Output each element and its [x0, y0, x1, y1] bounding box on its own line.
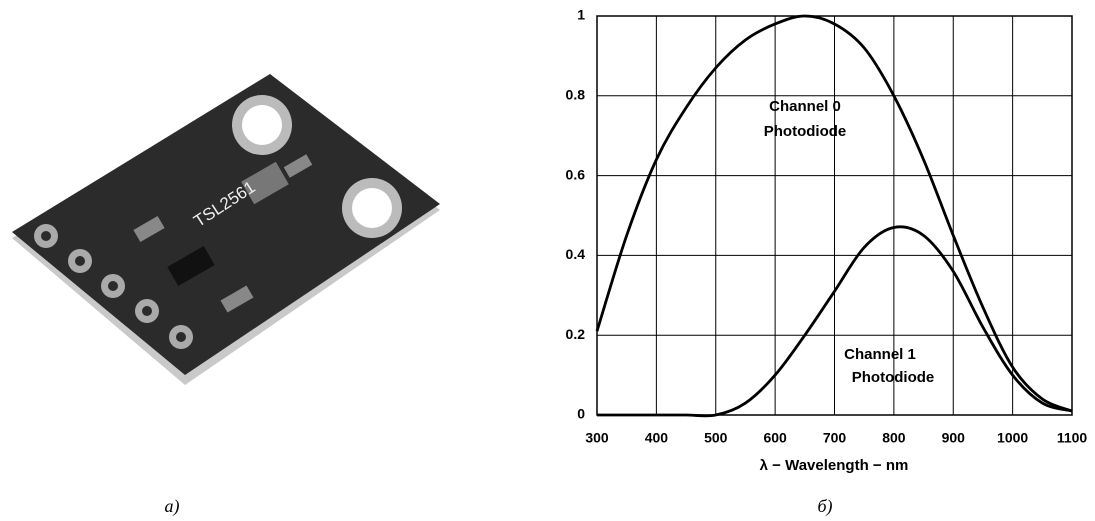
- x-tick-label: 700: [823, 430, 847, 446]
- sensor-chip: [241, 161, 289, 205]
- chip: [167, 245, 215, 287]
- board: [12, 74, 440, 375]
- x-tick-label: 400: [645, 430, 669, 446]
- x-tick-label: 600: [763, 430, 787, 446]
- y-tick-label: 1: [577, 7, 585, 23]
- caption-b: б): [817, 496, 832, 517]
- hole: [242, 105, 282, 145]
- annotation: Channel 1: [844, 346, 916, 363]
- y-tick-label: 0.6: [566, 166, 586, 182]
- x-tick-label: 1100: [1057, 430, 1088, 446]
- pad-holes: [41, 231, 186, 342]
- x-tick-label: 300: [585, 430, 609, 446]
- x-tick-label: 800: [882, 430, 906, 446]
- y-tick-label: 0.2: [566, 326, 586, 342]
- annotation: Photodiode: [852, 369, 935, 386]
- x-axis-title: λ − Wavelength − nm: [760, 457, 909, 474]
- plot-frame: [596, 15, 1073, 416]
- series-line: [597, 225, 1073, 418]
- hole: [352, 188, 392, 228]
- x-tick-label: 900: [942, 430, 966, 446]
- component: [220, 285, 254, 313]
- caption-a: a): [165, 496, 180, 517]
- annotation: Photodiode: [764, 123, 847, 140]
- y-tick-label: 0: [577, 406, 585, 422]
- component: [283, 154, 313, 178]
- annotation: Channel 0: [769, 98, 841, 115]
- x-tick-label: 1000: [997, 430, 1028, 446]
- y-tick-label: 0.4: [566, 246, 586, 262]
- x-tick-label: 500: [704, 430, 728, 446]
- series-line: [595, 14, 1073, 413]
- sensor-photo: TSL2561: [12, 74, 440, 385]
- component: [133, 215, 165, 243]
- y-tick-label: 0.8: [566, 87, 586, 103]
